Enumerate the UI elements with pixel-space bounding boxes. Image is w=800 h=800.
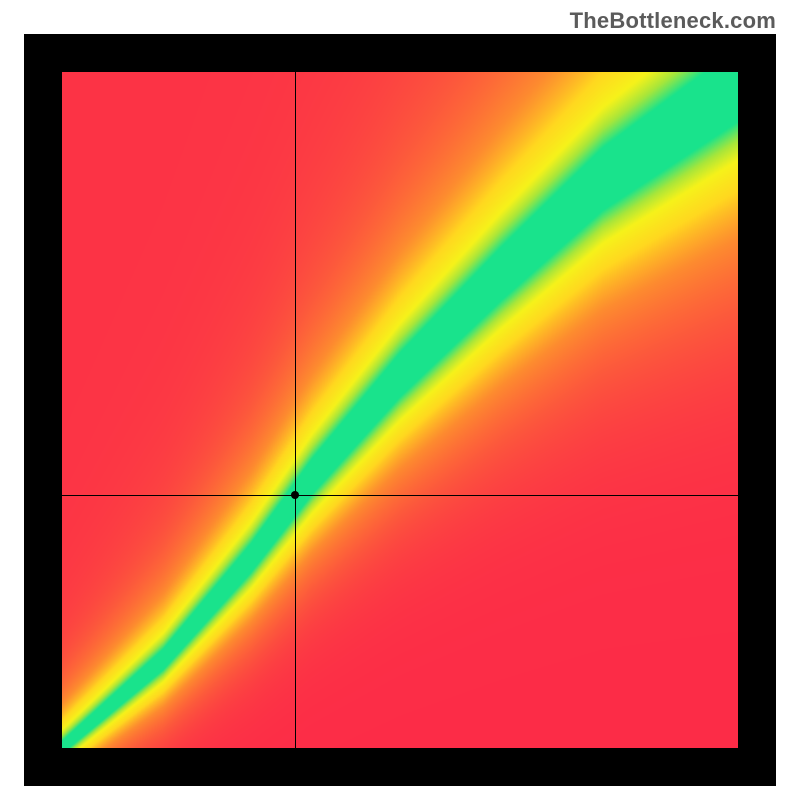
heatmap-canvas (62, 72, 738, 748)
plot-frame (24, 34, 776, 786)
chart-container: TheBottleneck.com (0, 0, 800, 800)
crosshair-vertical (295, 72, 296, 748)
crosshair-horizontal (62, 495, 738, 496)
watermark-text: TheBottleneck.com (570, 8, 776, 34)
crosshair-marker (291, 491, 299, 499)
